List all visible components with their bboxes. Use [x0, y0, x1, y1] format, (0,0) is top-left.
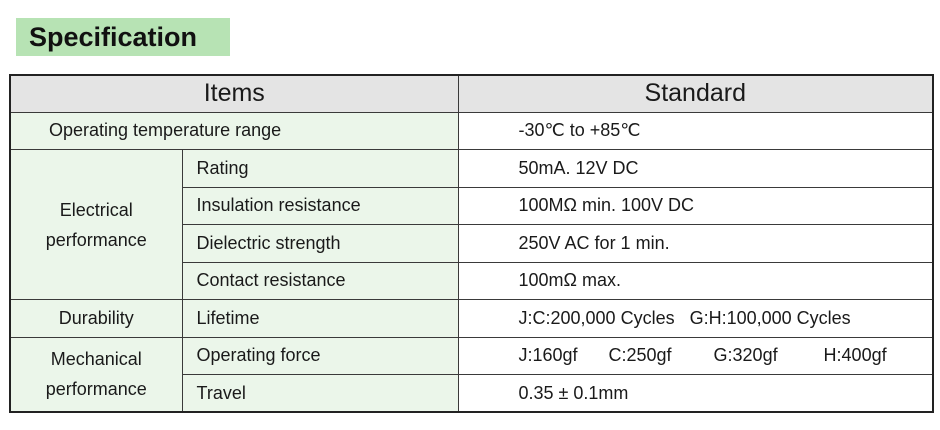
specification-table: Items Standard Operating temperature ran… [9, 74, 934, 413]
item-dielectric-strength: Dielectric strength [181, 224, 459, 263]
header-items: Items [9, 74, 459, 113]
group-label-line: performance [45, 379, 147, 400]
force-h: H:400gf [823, 345, 887, 366]
table-row: Dielectric strength 250V AC for 1 min. [10, 224, 934, 263]
table-row: Mechanical performance Operating force J… [9, 336, 934, 413]
table-row: Travel 0.35 ± 0.1mm [10, 374, 934, 413]
header-standard: Standard [457, 74, 934, 113]
force-c: C:250gf [608, 345, 672, 366]
item-insulation-resistance: Insulation resistance [181, 186, 459, 225]
section-title: Specification [16, 18, 230, 56]
table-row: Insulation resistance 100MΩ min. 100V DC [10, 186, 934, 225]
force-g: G:320gf [713, 345, 778, 366]
group-label-line: Electrical [59, 199, 133, 220]
item-travel: Travel [181, 374, 459, 413]
value-operating-force: J:160gf C:250gf G:320gf H:400gf [457, 336, 934, 375]
value-lifetime: J:C:200,000 Cycles G:H:100,000 Cycles [457, 299, 934, 338]
group-electrical-performance: Electrical performance [9, 149, 183, 300]
group-label-line: Mechanical [50, 349, 142, 370]
group-mechanical-performance: Mechanical performance [9, 336, 183, 413]
item-operating-force: Operating force [181, 336, 459, 375]
value-rating: 50mA. 12V DC [457, 149, 934, 188]
group-label-line: performance [45, 229, 147, 250]
value-insulation-resistance: 100MΩ min. 100V DC [457, 186, 934, 225]
item-contact-resistance: Contact resistance [181, 261, 459, 300]
group-durability: Durability [9, 299, 183, 338]
table-row: Durability Lifetime J:C:200,000 Cycles G… [9, 299, 934, 338]
value-dielectric-strength: 250V AC for 1 min. [457, 224, 934, 263]
lifetime-jc: J:C:200,000 Cycles [518, 307, 675, 328]
force-j: J:160gf [518, 345, 578, 366]
lifetime-gh: G:H:100,000 Cycles [689, 307, 851, 328]
table-row: Electrical performance Rating 50mA. 12V … [9, 149, 934, 300]
item-rating: Rating [181, 149, 459, 188]
value-travel: 0.35 ± 0.1mm [457, 374, 934, 413]
table-row: Operating temperature range -30℃ to +85℃ [9, 111, 934, 150]
item-lifetime: Lifetime [181, 299, 459, 338]
table-row: Contact resistance 100mΩ max. [10, 261, 934, 300]
value-contact-resistance: 100mΩ max. [457, 261, 934, 300]
value-operating-temperature: -30℃ to +85℃ [457, 111, 934, 150]
table-header-row: Items Standard [9, 74, 934, 113]
item-operating-temperature: Operating temperature range [9, 111, 459, 150]
